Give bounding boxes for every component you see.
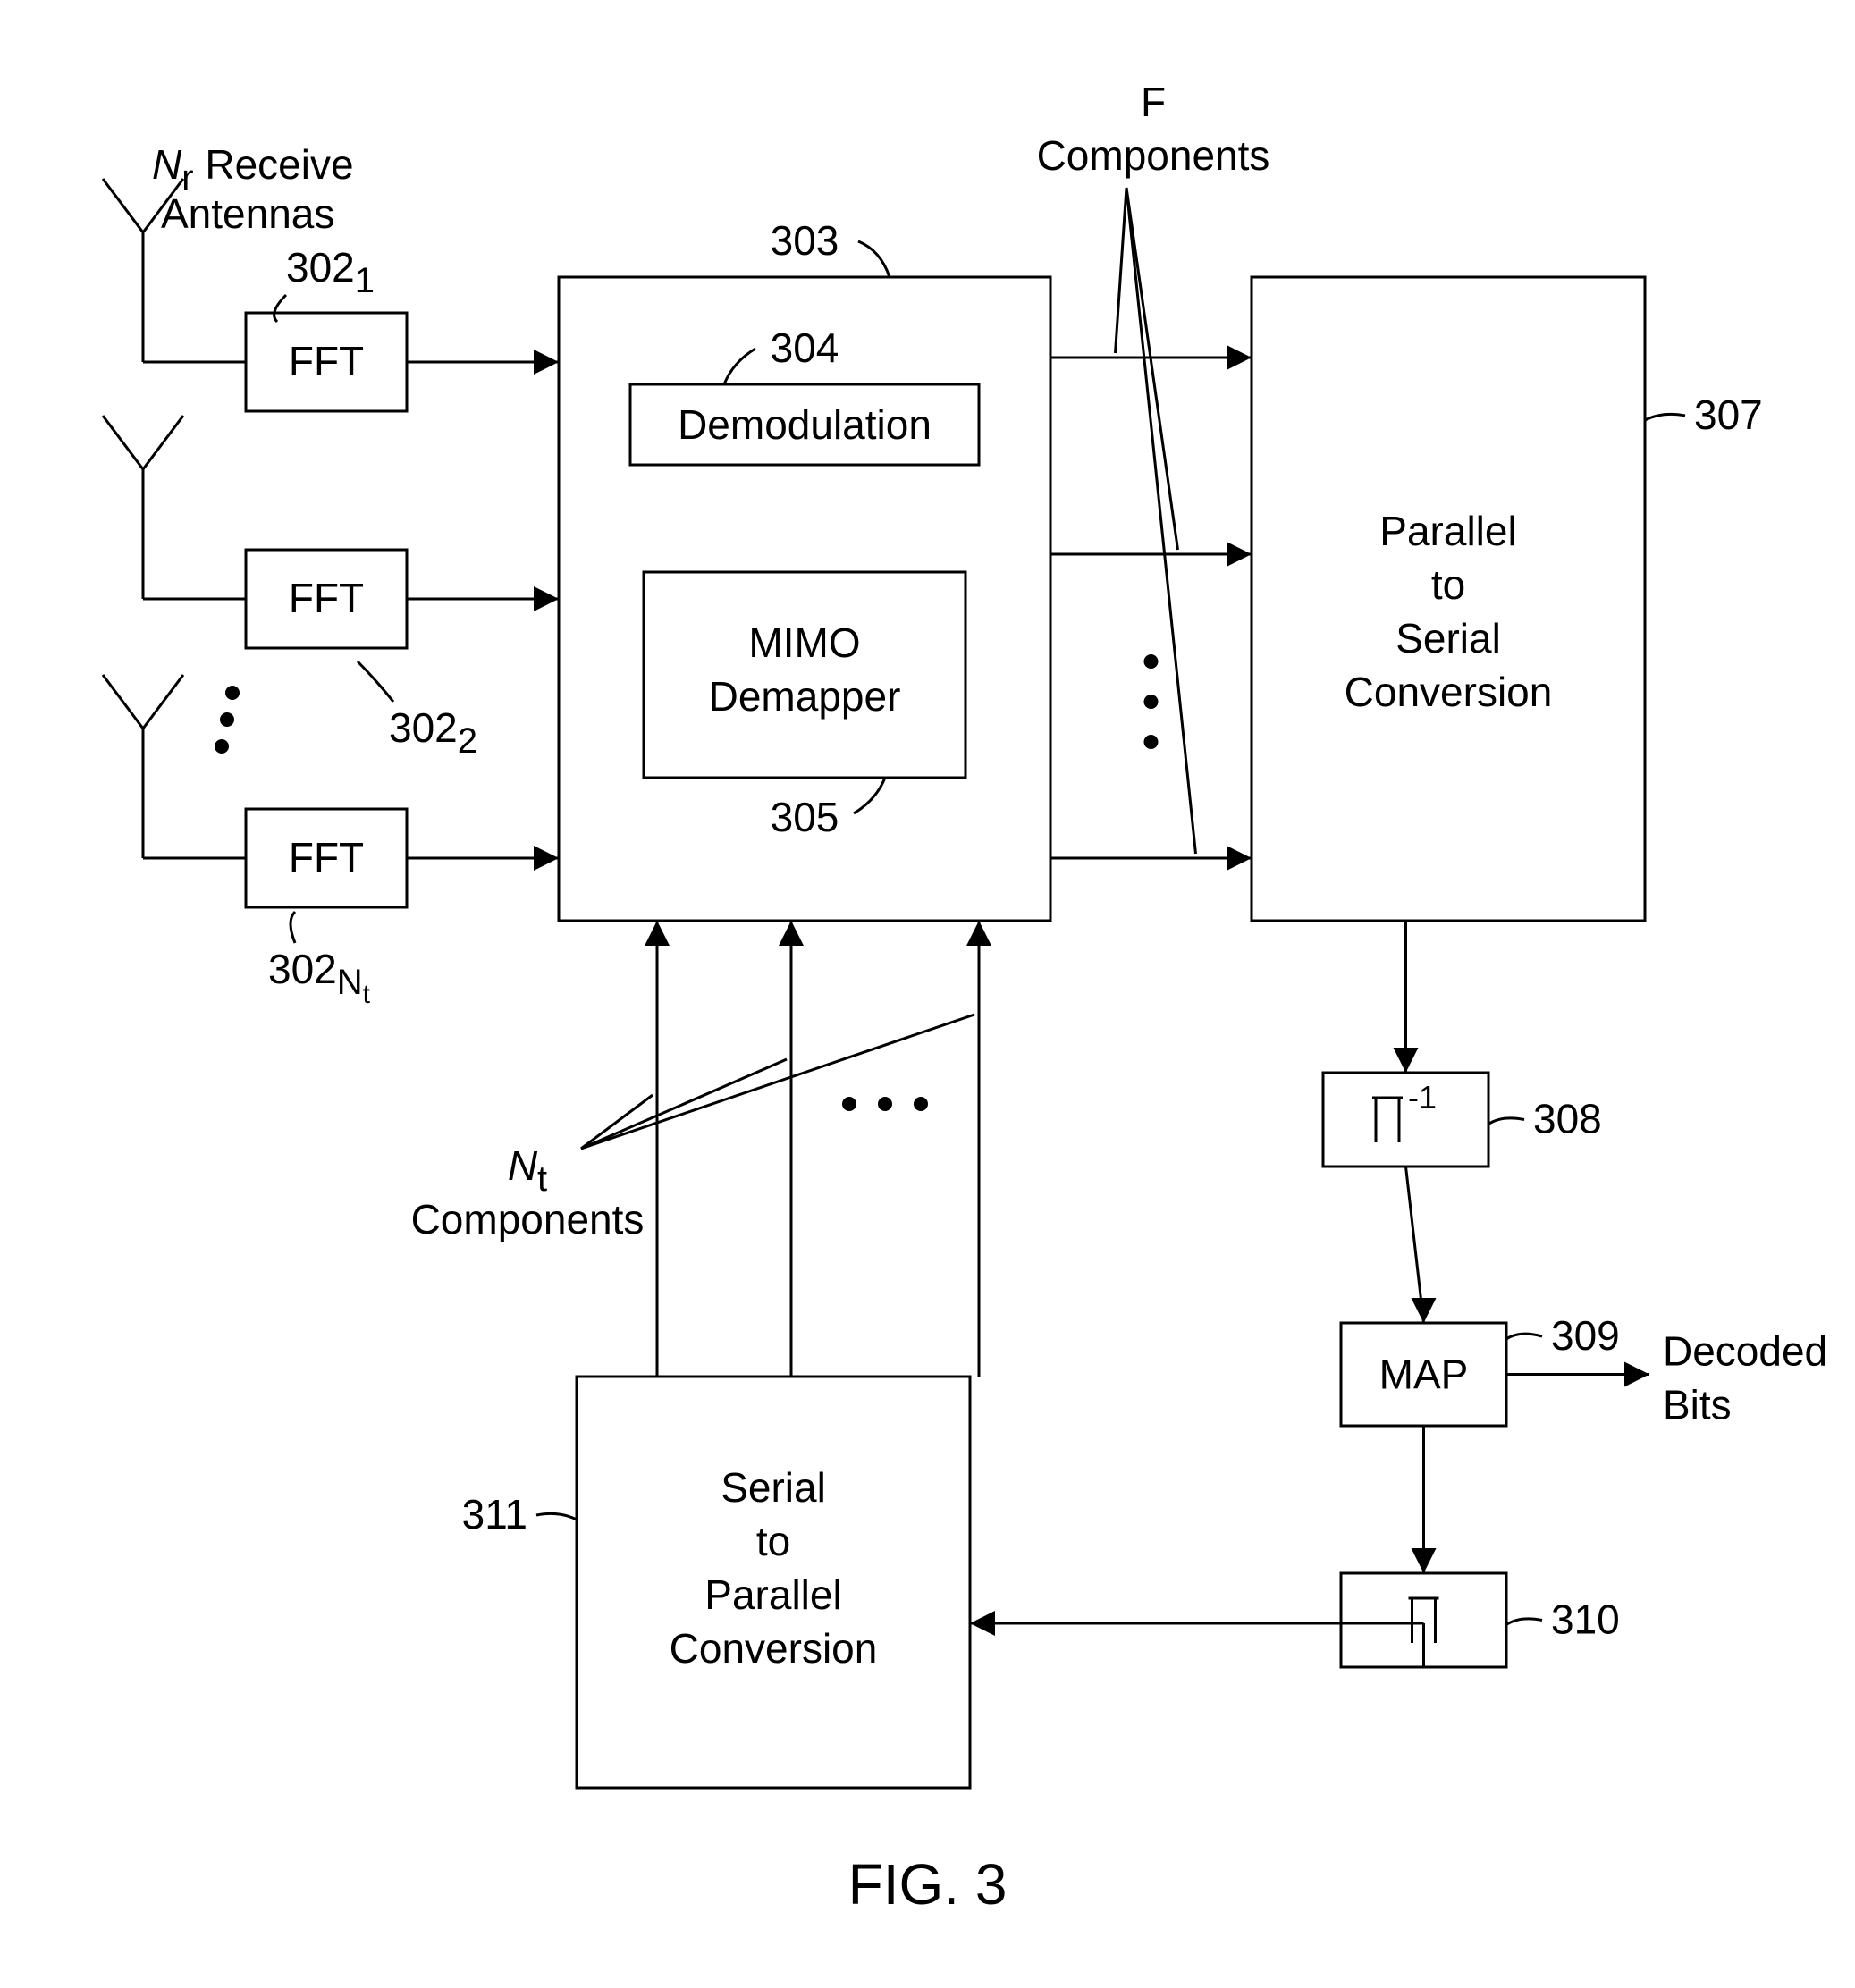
antenna-v [143, 416, 183, 469]
arrow-head [1394, 1048, 1419, 1073]
ref-302-2: 3022 [389, 704, 477, 761]
ref-leader [858, 241, 890, 277]
p2s-label-2: to [1431, 561, 1465, 608]
ref-leader [1506, 1619, 1542, 1625]
ellipsis-dot [1144, 654, 1159, 669]
map-label: MAP [1379, 1352, 1469, 1398]
p2s-label-3: Serial [1395, 615, 1501, 661]
ellipsis-dot [878, 1097, 892, 1111]
ellipsis-dot [1144, 695, 1159, 709]
ref-302-nt: 302Nt [268, 946, 371, 1009]
mimo-label-2: Demapper [709, 673, 901, 720]
ref-leader [358, 661, 393, 702]
nr-receive-label: Nr Receive [152, 141, 354, 198]
f-leader [1126, 188, 1178, 550]
fft-label-3: FFT [289, 834, 364, 880]
ellipsis-dot [225, 686, 240, 700]
ref-304: 304 [771, 324, 839, 371]
decoded-label-1: Decoded [1663, 1328, 1827, 1375]
arrow-head [779, 921, 804, 946]
ref-leader [291, 912, 295, 943]
arrow-head [970, 1611, 995, 1636]
ref-302-1: 3021 [286, 244, 375, 300]
ellipsis-dot [215, 739, 229, 754]
ref-303: 303 [771, 217, 839, 264]
s2p-label-3: Parallel [704, 1571, 841, 1618]
nt-label-2: Components [411, 1196, 645, 1242]
ellipsis-dot [842, 1097, 856, 1111]
f-label-2: Components [1037, 132, 1270, 179]
arrow-head [534, 846, 559, 871]
ref-308: 308 [1533, 1096, 1602, 1142]
pi-inverse-block [1323, 1073, 1488, 1167]
s2p-label-1: Serial [721, 1464, 826, 1511]
pi-inv-exponent: -1 [1408, 1079, 1437, 1116]
arrow-head [1227, 345, 1252, 370]
ref-311: 311 [462, 1491, 527, 1537]
fft-label-1: FFT [289, 338, 364, 384]
ref-307: 307 [1694, 392, 1763, 438]
arrow-head [645, 921, 670, 946]
antenna-v [143, 675, 183, 729]
antenna-v [103, 179, 143, 232]
p2s-label-1: Parallel [1379, 508, 1516, 554]
ellipsis-dot [1144, 735, 1159, 749]
arrow-head [1412, 1298, 1437, 1323]
ref-309: 309 [1551, 1312, 1620, 1359]
ellipsis-dot [914, 1097, 928, 1111]
diagram-canvas: Nr ReceiveAntennas FFT FFT FFT 3021 3022 302Nt… [0, 0, 1855, 1988]
nt-leader [581, 1059, 787, 1149]
ref-305: 305 [771, 794, 839, 840]
p2s-label-4: Conversion [1345, 669, 1553, 715]
nt-label-1: Nt [508, 1142, 547, 1199]
nt-leader [581, 1015, 974, 1149]
s2p-label-2: to [756, 1518, 790, 1564]
ref-leader [536, 1513, 577, 1520]
fft-label-2: FFT [289, 575, 364, 621]
arrow-head [1227, 846, 1252, 871]
ref-leader [1645, 414, 1685, 420]
f-leader [1126, 188, 1196, 854]
demodulation-label: Demodulation [678, 401, 932, 448]
f-leader [1116, 188, 1127, 353]
s2p-label-4: Conversion [670, 1625, 878, 1672]
antennas-label: Antennas [161, 190, 334, 237]
decoded-label-2: Bits [1663, 1382, 1732, 1428]
arrow-head [534, 350, 559, 375]
figure-caption: FIG. 3 [848, 1852, 1008, 1916]
ref-leader [1488, 1118, 1524, 1125]
antenna-v [103, 675, 143, 729]
ellipsis-dot [220, 712, 234, 727]
mimo-label-1: MIMO [748, 619, 860, 666]
f-label-1: F [1141, 79, 1166, 125]
arrow-head [966, 921, 991, 946]
arrow-head [1227, 542, 1252, 567]
ref-310: 310 [1551, 1596, 1620, 1643]
antenna-v [103, 416, 143, 469]
ref-leader [1506, 1334, 1542, 1339]
arrow-head [1412, 1548, 1437, 1573]
arrow-head [1624, 1362, 1649, 1387]
arrow-head [534, 586, 559, 611]
